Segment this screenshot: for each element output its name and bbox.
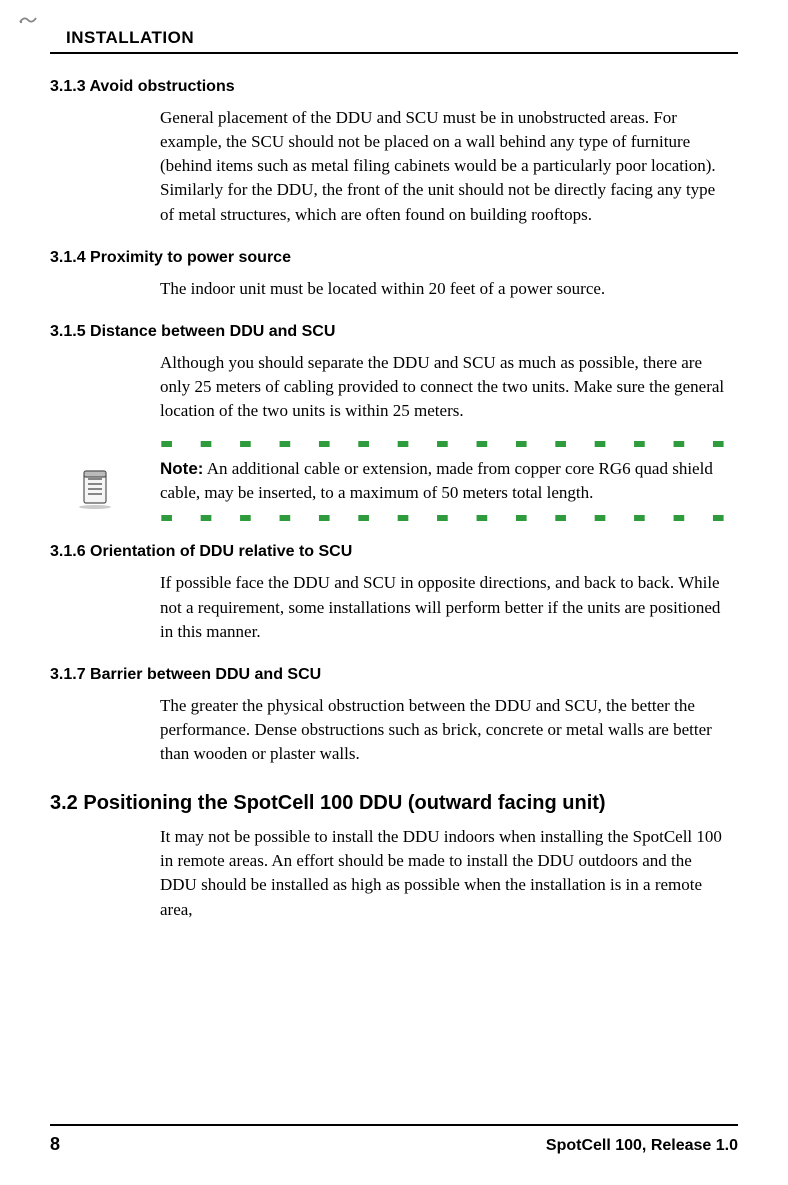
heading-313: 3.1.3 Avoid obstructions: [50, 78, 738, 96]
body-315: Although you should separate the DDU and…: [160, 351, 730, 423]
heading-316: 3.1.6 Orientation of DDU relative to SCU: [50, 543, 738, 561]
body-313: General placement of the DDU and SCU mus…: [160, 106, 730, 227]
heading-314: 3.1.4 Proximity to power source: [50, 249, 738, 267]
footer-doc-title: SpotCell 100, Release 1.0: [546, 1137, 738, 1155]
note-label: Note:: [160, 459, 203, 478]
body-316: If possible face the DDU and SCU in oppo…: [160, 571, 730, 643]
note-bottom-dots: ■ ■ ■ ■ ■ ■ ■ ■ ■ ■ ■ ■ ■ ■ ■ ■ ■ ■ ■ ■ …: [160, 515, 730, 521]
heading-317: 3.1.7 Barrier between DDU and SCU: [50, 666, 738, 684]
header-section-label: INSTALLATION: [66, 28, 738, 48]
note-content: Note: An additional cable or extension, …: [160, 447, 730, 515]
page-number: 8: [50, 1134, 60, 1155]
page: INSTALLATION 3.1.3 Avoid obstructions Ge…: [0, 0, 788, 1185]
header-swirl-icon: [18, 12, 38, 28]
body-32: It may not be possible to install the DD…: [160, 825, 730, 922]
note-body: An additional cable or extension, made f…: [160, 459, 713, 502]
footer-row: 8 SpotCell 100, Release 1.0: [50, 1134, 738, 1155]
note-top-dots: ■ ■ ■ ■ ■ ■ ■ ■ ■ ■ ■ ■ ■ ■ ■ ■ ■ ■ ■ ■ …: [160, 441, 730, 447]
heading-315: 3.1.5 Distance between DDU and SCU: [50, 323, 738, 341]
body-314: The indoor unit must be located within 2…: [160, 277, 730, 301]
note-block: ■ ■ ■ ■ ■ ■ ■ ■ ■ ■ ■ ■ ■ ■ ■ ■ ■ ■ ■ ■ …: [160, 441, 730, 521]
footer-rule: [50, 1124, 738, 1126]
content-area: 3.1.3 Avoid obstructions General placeme…: [50, 78, 738, 922]
note-icon: [74, 467, 116, 509]
header-rule: [50, 52, 738, 54]
footer: 8 SpotCell 100, Release 1.0: [50, 1124, 738, 1155]
body-317: The greater the physical obstruction bet…: [160, 694, 730, 766]
heading-32: 3.2 Positioning the SpotCell 100 DDU (ou…: [50, 792, 738, 815]
